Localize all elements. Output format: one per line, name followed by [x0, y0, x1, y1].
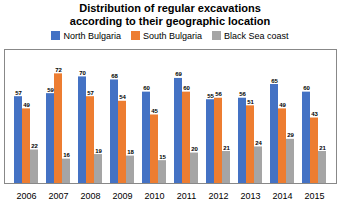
svg-text:57: 57: [15, 90, 22, 96]
svg-text:2013: 2013: [240, 191, 260, 199]
svg-text:24: 24: [255, 140, 262, 146]
svg-text:18: 18: [127, 149, 134, 155]
html-text:Black Sea coast: Black Sea coast: [224, 31, 289, 41]
svg-text:2009: 2009: [112, 191, 132, 199]
svg-text:43: 43: [311, 111, 318, 117]
svg-text:49: 49: [279, 102, 286, 108]
svg-text:68: 68: [111, 73, 118, 79]
svg-text:2008: 2008: [80, 191, 100, 199]
svg-text:60: 60: [303, 85, 310, 91]
svg-text:15: 15: [159, 154, 166, 160]
svg-text:72: 72: [55, 67, 62, 73]
html-text:Distribution of regular excava: Distribution of regular excavations: [79, 2, 261, 14]
svg-text:69: 69: [175, 71, 182, 77]
svg-text:2011: 2011: [177, 191, 196, 199]
svg-text:2010: 2010: [144, 191, 164, 199]
html-text:according to their geographic: according to their geographic location: [69, 15, 271, 27]
svg-text:21: 21: [319, 145, 326, 151]
svg-text:45: 45: [151, 108, 158, 114]
svg-text:60: 60: [183, 85, 190, 91]
svg-text:20: 20: [191, 146, 198, 152]
svg-text:54: 54: [119, 94, 126, 100]
svg-text:21: 21: [223, 145, 230, 151]
svg-text:2006: 2006: [16, 191, 36, 199]
svg-text:2007: 2007: [48, 191, 68, 199]
html-text:South Bulgaria: South Bulgaria: [143, 31, 202, 41]
svg-text:19: 19: [95, 148, 102, 154]
svg-text:2014: 2014: [272, 191, 292, 199]
svg-text:29: 29: [287, 132, 294, 138]
svg-text:22: 22: [31, 143, 38, 149]
svg-text:57: 57: [87, 90, 94, 96]
svg-text:51: 51: [247, 99, 254, 105]
svg-text:60: 60: [143, 85, 150, 91]
svg-text:49: 49: [23, 102, 30, 108]
svg-text:70: 70: [79, 70, 86, 76]
svg-text:56: 56: [239, 91, 246, 97]
svg-text:2012: 2012: [208, 191, 228, 199]
svg-text:59: 59: [47, 87, 54, 93]
svg-text:16: 16: [63, 152, 70, 158]
svg-text:55: 55: [207, 93, 214, 99]
svg-text:2015: 2015: [304, 191, 324, 199]
html-text:North Bulgaria: North Bulgaria: [63, 31, 121, 41]
svg-text:65: 65: [271, 78, 278, 84]
svg-text:56: 56: [215, 91, 222, 97]
